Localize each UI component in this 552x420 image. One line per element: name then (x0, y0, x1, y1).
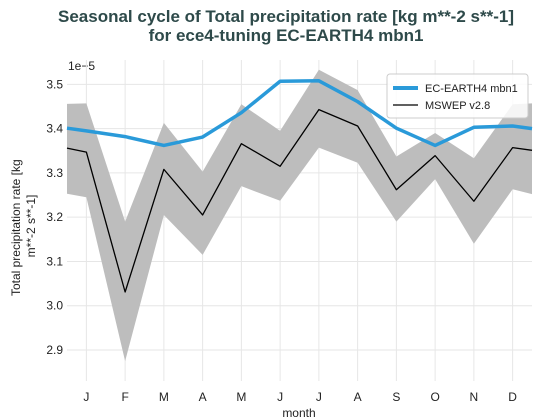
y-axis-label: Total precipitation rate [kg m**-2 s**-1… (9, 156, 38, 296)
y-tick-label: 3.1 (46, 254, 63, 268)
y-tick-label: 2.9 (46, 343, 63, 357)
y-tick-label: 3.4 (46, 122, 63, 136)
legend-label-ecearth: EC-EARTH4 mbn1 (425, 83, 518, 95)
x-axis-label: month (282, 406, 315, 420)
x-tick-label: M (159, 390, 169, 404)
chart-title-line-2: for ece4-tuning EC-EARTH4 mbn1 (149, 26, 424, 45)
series-line-mswep (66, 108, 533, 293)
mswep-band (67, 69, 532, 362)
x-tick-label: A (354, 390, 362, 404)
x-tick-label: J (277, 390, 283, 404)
y-ticks: 2.9 3.0 3.1 3.2 3.3 3.4 3.5 (46, 77, 63, 357)
x-tick-label: A (199, 390, 207, 404)
x-tick-label: D (508, 390, 517, 404)
y-tick-label: 3.3 (46, 166, 63, 180)
x-tick-label: J (83, 390, 89, 404)
legend-label-mswep: MSWEP v2.8 (425, 100, 490, 112)
x-tick-label: F (121, 390, 128, 404)
series-line-ecearth (66, 79, 533, 148)
x-tick-label: N (470, 390, 479, 404)
legend: EC-EARTH4 mbn1 MSWEP v2.8 (386, 73, 529, 119)
x-tick-label: O (430, 390, 439, 404)
chart-title-line-1: Seasonal cycle of Total precipitation ra… (58, 7, 514, 26)
mswep-spread-band (67, 69, 532, 362)
y-offset-text: 1e−5 (68, 59, 95, 73)
y-tick-label: 3.5 (46, 77, 63, 91)
y-tick-label: 3.2 (46, 210, 63, 224)
x-tick-label: J (316, 390, 322, 404)
legend-box (386, 73, 529, 119)
y-tick-label: 3.0 (46, 299, 63, 313)
y-axis-label-line-2: m**-2 s**-1] (24, 195, 38, 258)
x-tick-label: M (236, 390, 246, 404)
y-axis-label-line-1: Total precipitation rate [kg (9, 159, 23, 296)
series-lines (66, 79, 533, 293)
x-tick-label: S (392, 390, 400, 404)
